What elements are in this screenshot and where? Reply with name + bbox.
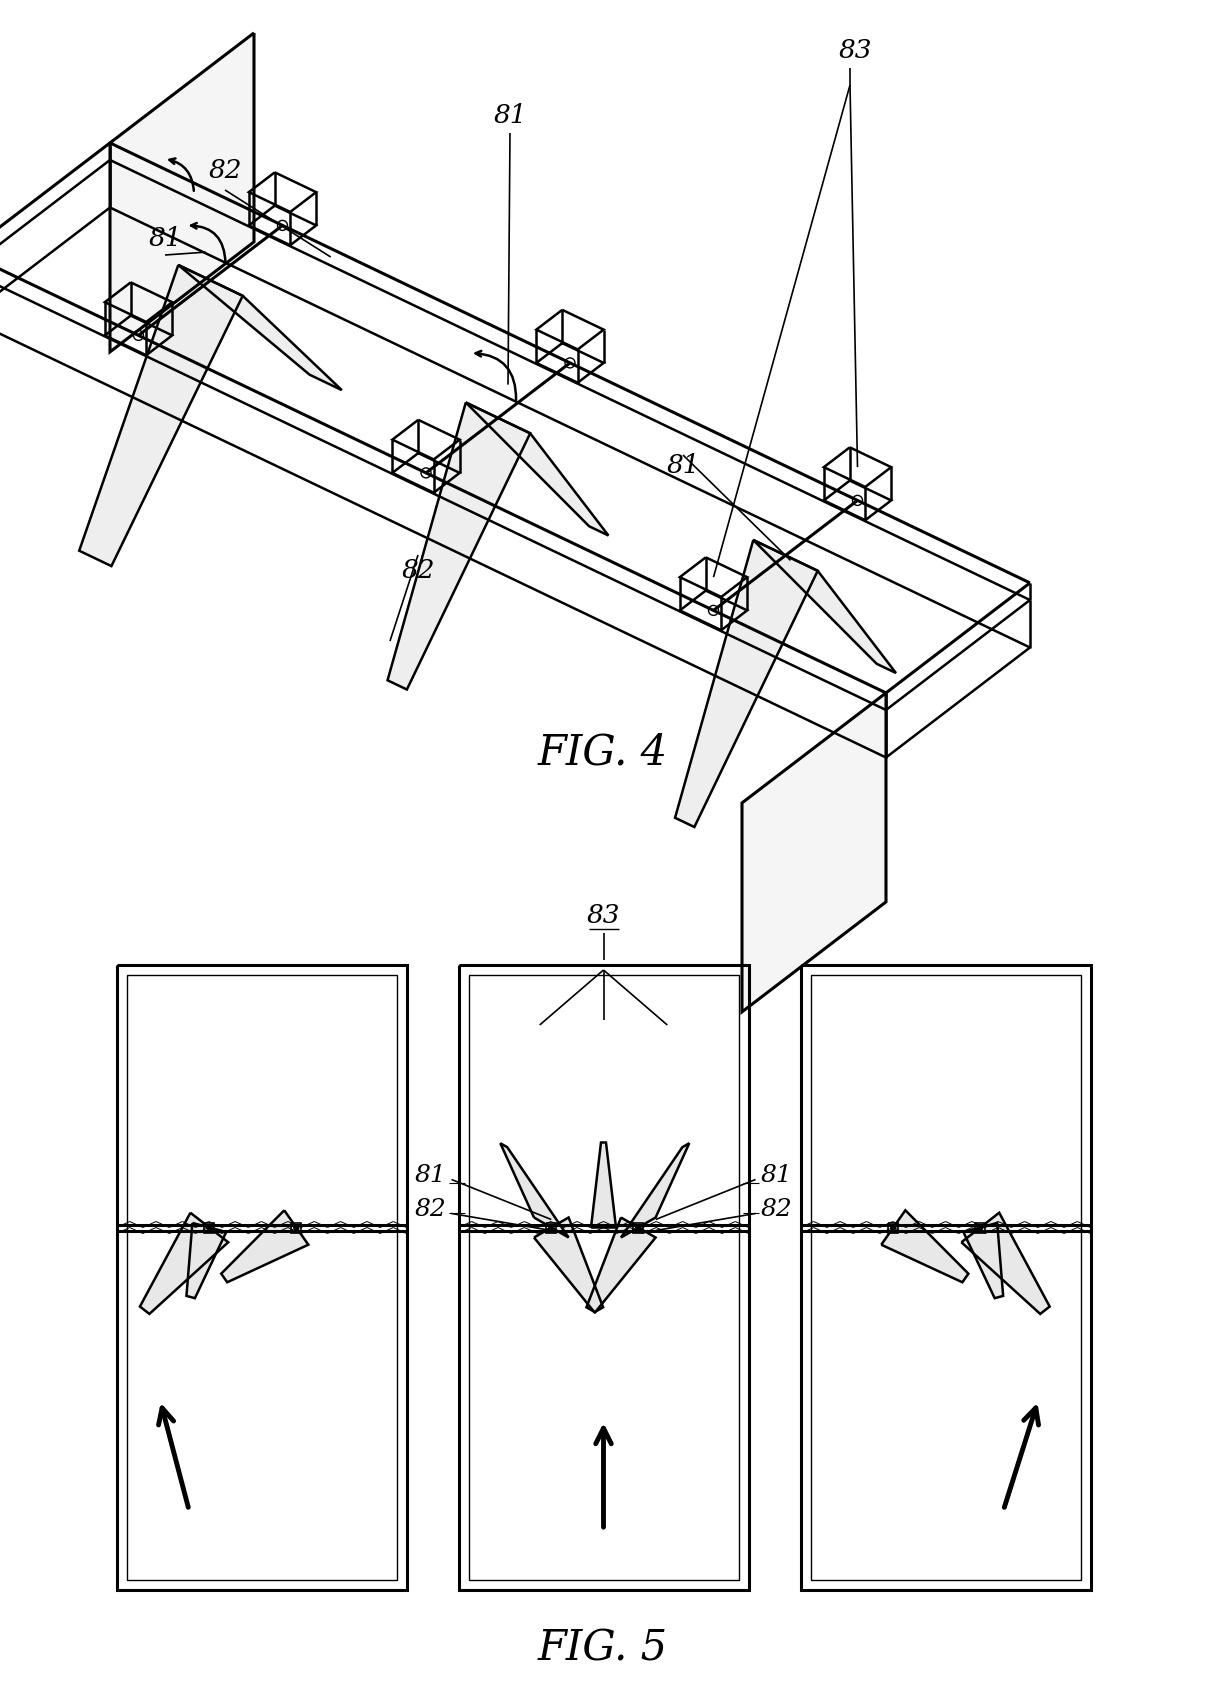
Polygon shape (963, 1223, 1003, 1298)
Polygon shape (742, 694, 886, 1012)
Text: 81: 81 (760, 1164, 792, 1188)
Polygon shape (753, 540, 896, 673)
Polygon shape (140, 1213, 228, 1315)
Text: 82: 82 (415, 1198, 447, 1222)
Circle shape (293, 1225, 299, 1230)
Text: 81: 81 (494, 103, 526, 127)
Text: 83: 83 (587, 902, 620, 927)
Polygon shape (110, 32, 253, 352)
Circle shape (891, 1225, 896, 1230)
Polygon shape (179, 266, 342, 391)
Circle shape (206, 1225, 211, 1230)
Polygon shape (221, 1210, 308, 1283)
Polygon shape (501, 1144, 568, 1237)
Polygon shape (591, 1142, 616, 1227)
Polygon shape (533, 1218, 604, 1313)
Polygon shape (881, 1210, 968, 1283)
Text: 82: 82 (209, 157, 241, 183)
Text: FIG. 4: FIG. 4 (538, 731, 667, 773)
Polygon shape (675, 540, 817, 827)
Polygon shape (466, 403, 608, 536)
Polygon shape (962, 1213, 1050, 1315)
Text: FIG. 5: FIG. 5 (538, 1628, 667, 1668)
Circle shape (636, 1225, 641, 1230)
Polygon shape (620, 1144, 689, 1237)
Text: 81: 81 (415, 1164, 447, 1188)
Polygon shape (387, 403, 530, 690)
Circle shape (549, 1225, 554, 1230)
Text: 81: 81 (666, 452, 700, 477)
Text: 82: 82 (401, 557, 435, 582)
Polygon shape (587, 1218, 655, 1313)
Polygon shape (186, 1223, 226, 1298)
Circle shape (978, 1225, 982, 1230)
Polygon shape (80, 266, 243, 567)
Text: 82: 82 (760, 1198, 792, 1222)
Text: 83: 83 (838, 37, 871, 63)
Text: 81: 81 (148, 225, 182, 250)
